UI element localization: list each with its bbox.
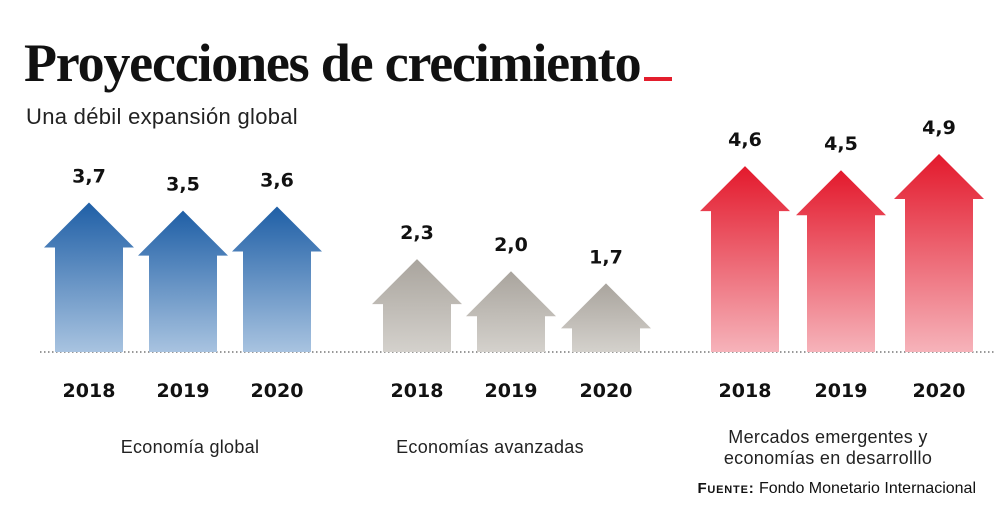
source-note: Fuente: Fondo Monetario Internacional — [697, 480, 976, 498]
year-tick-label: 2019 — [815, 380, 868, 402]
group-label-line: Economía global — [120, 437, 260, 457]
value-label: 3,7 — [72, 166, 106, 188]
year-tick-label: 2018 — [719, 380, 772, 402]
arrow-bar-0-2019 — [138, 210, 228, 352]
group-label-economia-global: Economía global — [40, 437, 340, 458]
value-label: 4,5 — [824, 133, 858, 155]
year-tick-label: 2018 — [391, 380, 444, 402]
title-accent-underline — [644, 77, 673, 81]
value-labels-layer: 3,7 3,5 3,6 2,3 2,0 1,7 4,6 4,5 4,9 — [72, 117, 956, 268]
arrow-bar-1-2018 — [372, 259, 462, 352]
source-text: Fondo Monetario Internacional — [758, 480, 976, 497]
value-label: 2,0 — [494, 234, 528, 256]
source-label: Fuente: — [697, 480, 755, 497]
value-label: 4,9 — [922, 117, 956, 139]
arrows-layer — [44, 154, 984, 352]
arrow-bar-2-2019 — [796, 170, 886, 352]
year-tick-label: 2019 — [157, 380, 210, 402]
chart-title: Proyecciones de crecimiento — [24, 33, 673, 93]
year-tick-label: 2020 — [913, 380, 966, 402]
value-label: 3,5 — [166, 174, 200, 196]
arrow-bar-2-2020 — [894, 154, 984, 352]
group-label-mercados-emergentes: Mercados emergentes y economías en desarr… — [678, 427, 978, 469]
arrow-bar-0-2018 — [44, 202, 134, 352]
group-label-economias-avanzadas: Economías avanzadas — [340, 437, 640, 458]
year-labels-layer: 2018 2019 2020 2018 2019 2020 2018 2019 2020 — [63, 380, 966, 402]
year-tick-label: 2020 — [251, 380, 304, 402]
arrow-bar-1-2020 — [561, 283, 651, 352]
arrow-bar-1-2019 — [466, 271, 556, 352]
group-label-line: Mercados emergentes y — [728, 427, 928, 447]
value-label: 1,7 — [589, 246, 623, 268]
arrow-bar-0-2020 — [232, 206, 322, 352]
value-label: 4,6 — [728, 129, 762, 151]
chart-subtitle: Una débil expansión global — [26, 104, 298, 129]
chart-title-text: Proyecciones de crecimiento — [24, 33, 642, 93]
year-tick-label: 2020 — [580, 380, 633, 402]
year-tick-label: 2019 — [485, 380, 538, 402]
value-label: 2,3 — [400, 222, 434, 244]
group-label-line: economías en desarrolllo — [723, 448, 933, 468]
value-label: 3,6 — [260, 170, 294, 192]
year-tick-label: 2018 — [63, 380, 116, 402]
arrow-bar-2-2018 — [700, 166, 790, 352]
group-label-line: Economías avanzadas — [396, 437, 584, 457]
